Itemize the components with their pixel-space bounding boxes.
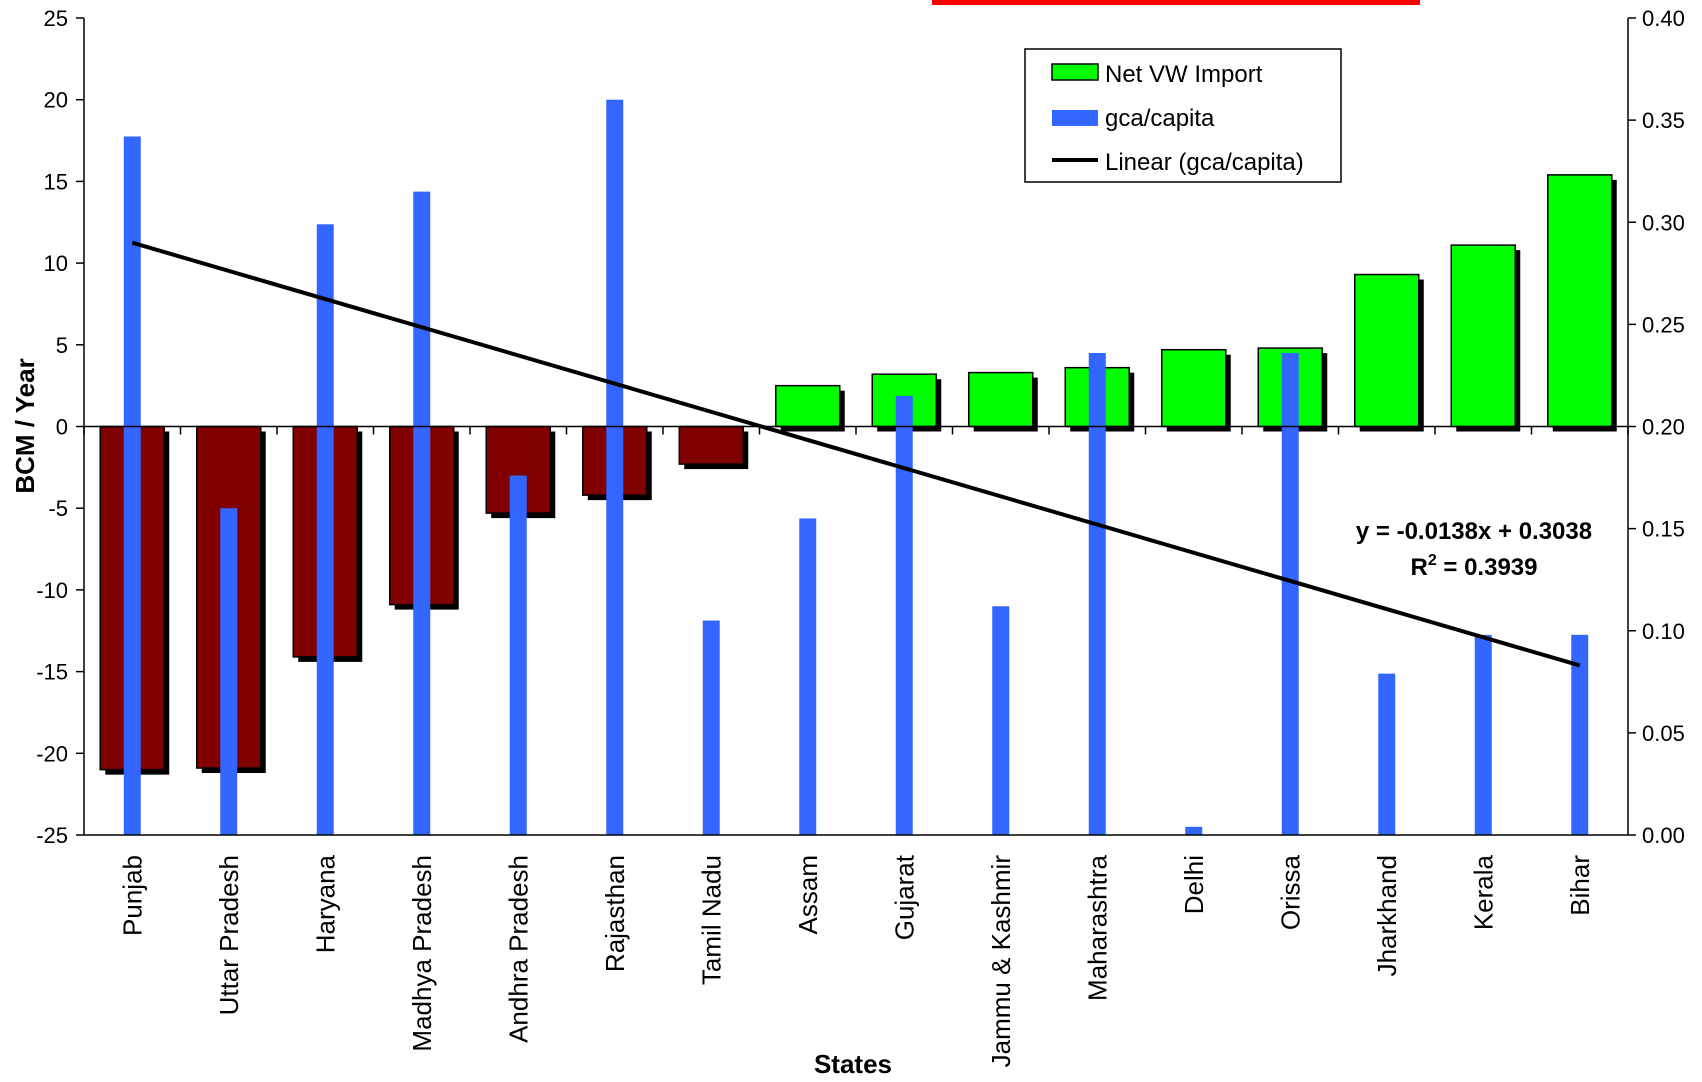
right-tick-label: 0.25	[1642, 312, 1685, 337]
legend-swatch-net-vw-import	[1051, 63, 1099, 81]
left-tick-label: 15	[44, 169, 68, 194]
legend-label-gca-capita: gca/capita	[1105, 105, 1215, 132]
net-vw-bar-jharkhand	[1354, 273, 1420, 428]
left-tick-label: 25	[44, 6, 68, 31]
category-label-maharashtra: Maharashtra	[1082, 854, 1112, 1000]
category-label-jammu-kashmir: Jammu & Kashmir	[986, 855, 1016, 1068]
legend-label-linear: Linear (gca/capita)	[1105, 149, 1304, 176]
right-tick-label: 0.30	[1642, 210, 1685, 235]
gca-bar-punjab	[123, 136, 141, 836]
highlight-bar	[932, 0, 1420, 5]
category-label-assam: Assam	[793, 855, 823, 934]
category-label-kerala: Kerala	[1468, 854, 1498, 930]
right-tick-label: 0.10	[1642, 619, 1685, 644]
net-vw-bar-delhi	[1161, 348, 1227, 428]
left-tick-label: 10	[44, 251, 68, 276]
gca-bar-delhi	[1185, 826, 1203, 835]
category-label-madhya-pradesh: Madhya Pradesh	[407, 855, 437, 1052]
left-tick-label: -25	[36, 823, 68, 848]
right-tick-label: 0.35	[1642, 108, 1685, 133]
net-vw-bar-jammu-kashmir	[968, 371, 1034, 428]
net-vw-bar-bihar	[1547, 174, 1613, 428]
gca-bar-kerala	[1474, 634, 1492, 835]
right-tick-label: 0.20	[1642, 415, 1685, 440]
category-label-orissa: Orissa	[1275, 854, 1305, 930]
left-tick-label: -5	[48, 496, 68, 521]
left-tick-label: -15	[36, 660, 68, 685]
legend: Net VW Import gca/capita Linear (gca/cap…	[1024, 48, 1342, 183]
x-axis-title: States	[814, 1049, 892, 1079]
category-label-rajasthan: Rajasthan	[600, 855, 630, 972]
right-tick-label: 0.40	[1642, 6, 1685, 31]
category-label-jharkhand: Jharkhand	[1372, 855, 1402, 976]
category-label-punjab: Punjab	[117, 855, 147, 936]
gca-bars-layer	[123, 99, 1589, 836]
right-tick-label: 0.00	[1642, 823, 1685, 848]
right-tick-label: 0.15	[1642, 517, 1685, 542]
left-tick-label: -10	[36, 578, 68, 603]
gca-bar-jammu-kashmir	[992, 606, 1010, 835]
y-axis-title: BCM / Year	[10, 358, 40, 493]
left-tick-label: 5	[56, 333, 68, 358]
category-label-bihar: Bihar	[1565, 855, 1595, 916]
gca-bar-haryana	[316, 224, 334, 836]
gca-bar-andhra-pradesh	[509, 475, 527, 835]
legend-label-net-vw-import: Net VW Import	[1105, 61, 1263, 88]
gca-bar-orissa	[1281, 352, 1299, 835]
net-vw-bar-tamil-nadu	[678, 425, 744, 465]
category-label-delhi: Delhi	[1179, 855, 1209, 914]
right-tick-label: 0.05	[1642, 721, 1685, 746]
net-vw-bar-kerala	[1450, 244, 1516, 428]
category-label-haryana: Haryana	[310, 854, 340, 953]
gca-bar-jharkhand	[1378, 673, 1396, 835]
gca-bar-rajasthan	[606, 99, 624, 835]
category-label-gujarat: Gujarat	[889, 854, 919, 940]
gca-bar-tamil-nadu	[702, 620, 720, 835]
category-label-andhra-pradesh: Andhra Pradesh	[503, 855, 533, 1043]
axes-layer: 25 20 15 10 5 0 -5 -10 -15 -20 -25 0.40 0.35 0.30 0.25…	[36, 6, 1685, 1067]
gca-bar-maharashtra	[1088, 352, 1106, 835]
left-tick-label: -20	[36, 741, 68, 766]
gca-bar-bihar	[1571, 634, 1589, 835]
gca-bar-assam	[799, 518, 817, 835]
gca-bar-madhya-pradesh	[413, 191, 431, 836]
net-vw-bar-assam	[775, 384, 841, 428]
trendline-r-squared: R2 = 0.3939	[1410, 552, 1537, 581]
gca-bar-gujarat	[895, 395, 913, 835]
gca-bar-uttar-pradesh	[220, 508, 238, 835]
category-label-tamil-nadu: Tamil Nadu	[696, 855, 726, 985]
left-tick-label: 0	[56, 415, 68, 440]
r2-value: = 0.3939	[1437, 554, 1538, 581]
category-label-uttar-pradesh: Uttar Pradesh	[214, 855, 244, 1015]
r2-prefix: R	[1410, 554, 1427, 581]
trendline	[131, 240, 1581, 668]
r2-sup: 2	[1428, 552, 1437, 569]
trendline-layer	[131, 240, 1581, 668]
left-tick-label: 20	[44, 88, 68, 113]
trendline-equation: y = -0.0138x + 0.3038	[1356, 518, 1592, 545]
legend-swatch-gca-capita	[1052, 110, 1098, 126]
